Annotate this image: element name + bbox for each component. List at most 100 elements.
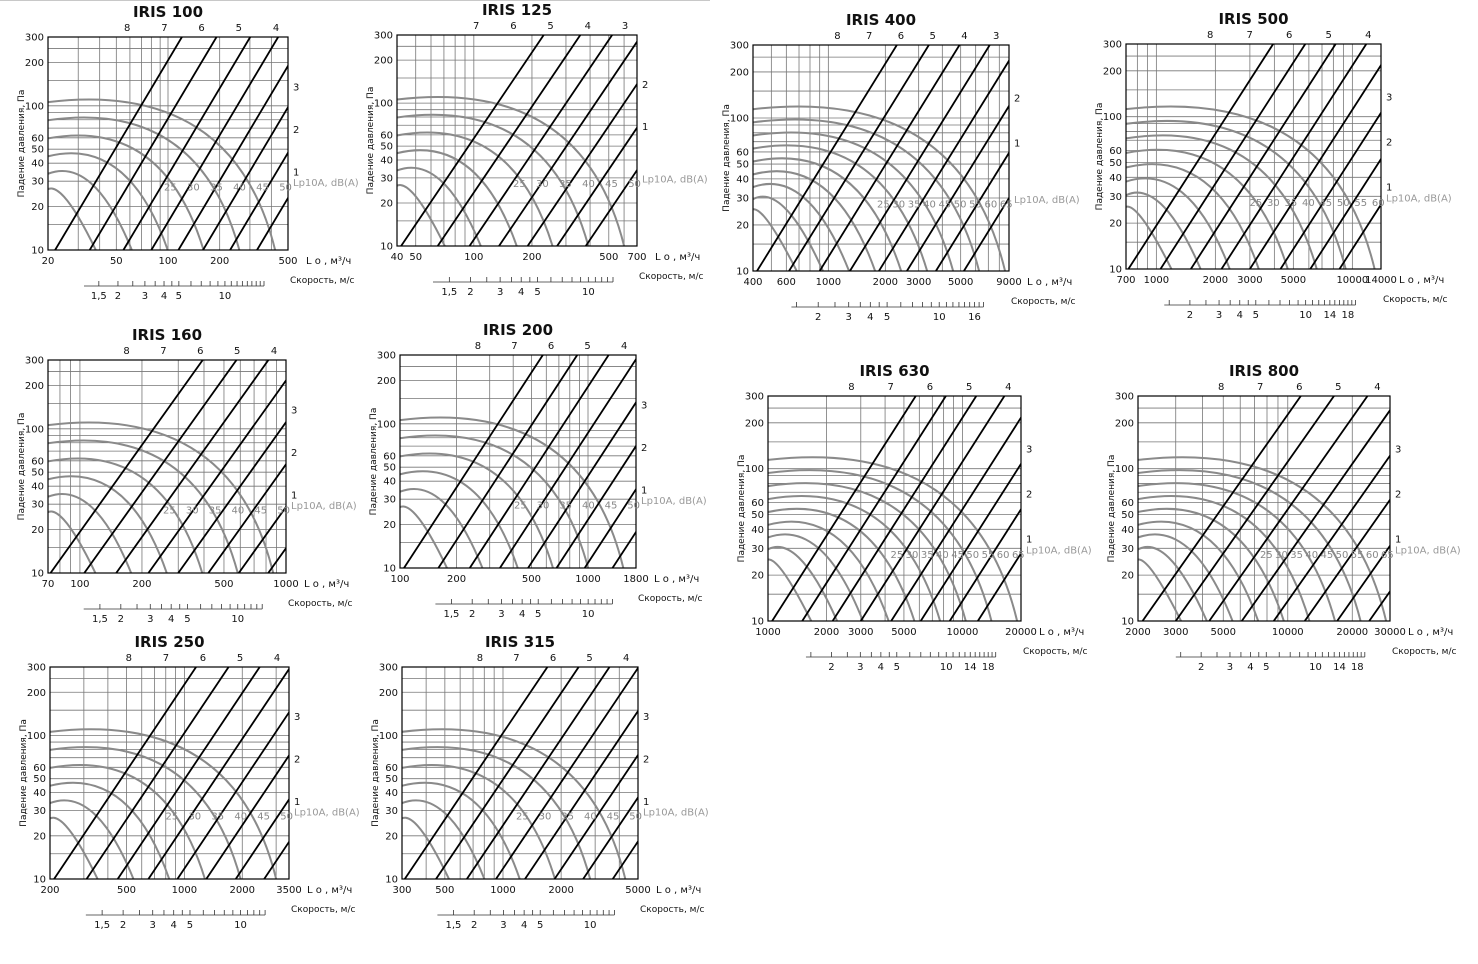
noise-label-50: 50 xyxy=(277,505,290,516)
x-axis-title: L o , м³/ч xyxy=(1027,277,1072,288)
side-label-1: 1 xyxy=(293,167,299,178)
position-line-6 xyxy=(122,37,251,250)
x-tick-label: 300 xyxy=(392,885,411,896)
noise-label-40: 40 xyxy=(582,179,595,190)
position-line-7 xyxy=(435,667,580,879)
noise-curve-30 xyxy=(397,166,482,246)
noise-label-40: 40 xyxy=(936,550,949,561)
noise-label-40: 40 xyxy=(234,812,247,823)
y-tick-label: 60 xyxy=(1121,498,1134,509)
top-label-6: 6 xyxy=(550,653,556,664)
noise-curve-45 xyxy=(402,746,592,879)
speed-tick-label: 5 xyxy=(1263,662,1269,673)
noise-curve-60 xyxy=(768,469,993,621)
noise-curve-45 xyxy=(48,116,241,250)
position-line-1 xyxy=(611,839,638,879)
noise-curves xyxy=(48,98,277,250)
position-line-3 xyxy=(555,444,636,568)
y-tick-label: 100 xyxy=(25,424,44,435)
y-tick-label: 10 xyxy=(383,564,396,575)
y-tick-label: 200 xyxy=(1115,418,1134,429)
y-tick-label: 200 xyxy=(27,688,46,699)
x-axis-title: L o , м³/ч xyxy=(304,579,349,590)
top-label-6: 6 xyxy=(197,346,203,357)
noise-curve-40 xyxy=(1138,520,1260,621)
noise-label-35: 35 xyxy=(561,812,574,823)
y-tick-label: 40 xyxy=(383,477,396,488)
noise-label-30: 30 xyxy=(906,550,919,561)
speed-tick-label: 4 xyxy=(161,291,167,302)
y-tick-label: 100 xyxy=(27,731,46,742)
position-line-4 xyxy=(177,64,288,250)
noise-label-65: 65 xyxy=(1012,550,1025,561)
side-label-2: 2 xyxy=(642,80,648,91)
y-tick-label: 40 xyxy=(380,155,393,166)
noise-label-60: 60 xyxy=(985,200,998,211)
position-line-7 xyxy=(88,37,218,250)
noise-label-25: 25 xyxy=(891,550,904,561)
position-line-6 xyxy=(116,667,261,879)
top-label-7: 7 xyxy=(1246,30,1252,41)
top-label-6: 6 xyxy=(1286,30,1292,41)
y-tick-label: 50 xyxy=(33,774,46,785)
y-tick-label: 30 xyxy=(31,500,44,511)
top-label-5: 5 xyxy=(1335,382,1341,393)
y-tick-label: 40 xyxy=(751,525,764,536)
x-tick-label: 1000 xyxy=(273,579,298,590)
plot-frame xyxy=(752,44,1010,272)
y-axis-title: Падение давления, Па xyxy=(1107,455,1117,563)
speed-tick-label: 1,5 xyxy=(446,920,462,931)
y-tick-label: 60 xyxy=(385,763,398,774)
x-tick-label: 3000 xyxy=(848,627,873,638)
speed-tick-label: 1,5 xyxy=(94,920,110,931)
noise-axis-label: Lp10A, dB(A) xyxy=(1386,194,1452,205)
position-line-1 xyxy=(1338,202,1381,269)
noise-curve-35 xyxy=(48,475,168,573)
noise-label-45: 45 xyxy=(938,200,951,211)
top-label-3: 3 xyxy=(993,31,999,42)
y-tick-label: 50 xyxy=(385,774,398,785)
y-tick-label: 30 xyxy=(31,177,44,188)
x-tick-label: 500 xyxy=(435,885,454,896)
y-tick-label: 60 xyxy=(751,498,764,509)
noise-curve-25 xyxy=(1138,558,1183,621)
x-tick-label: 100 xyxy=(390,574,409,585)
position-line-3 xyxy=(919,462,1021,621)
side-label-1: 1 xyxy=(641,485,647,496)
noise-label-45: 45 xyxy=(605,179,618,190)
y-tick-label: 30 xyxy=(33,806,46,817)
top-label-5: 5 xyxy=(930,31,936,42)
y-tick-label: 10 xyxy=(1109,265,1122,276)
y-tick-label: 30 xyxy=(383,495,396,506)
top-label-4: 4 xyxy=(623,653,629,664)
position-line-1 xyxy=(977,551,1021,621)
speed-tick-label: 3 xyxy=(1216,310,1222,321)
position-line-3 xyxy=(553,753,638,879)
y-tick-label: 300 xyxy=(379,663,398,674)
noise-label-35: 35 xyxy=(1290,550,1303,561)
position-line-5 xyxy=(495,667,638,879)
y-tick-label: 10 xyxy=(751,617,764,628)
y-tick-label: 10 xyxy=(31,246,44,257)
y-axis-title: Падение давления, Па xyxy=(366,87,376,195)
speed-tick-label: 4 xyxy=(171,920,177,931)
y-tick-label: 200 xyxy=(730,67,749,78)
side-label-1: 1 xyxy=(1014,139,1020,150)
y-axis-title: Падение давления, Па xyxy=(19,719,29,827)
y-tick-label: 20 xyxy=(751,571,764,582)
y-tick-label: 20 xyxy=(31,525,44,536)
x-axis-title: L o , м³/ч xyxy=(307,885,352,896)
speed-tick-label: 3 xyxy=(142,291,148,302)
y-axis-title: Падение давления, Па xyxy=(17,90,27,198)
noise-label-35: 35 xyxy=(559,179,572,190)
y-tick-label: 300 xyxy=(27,663,46,674)
noise-curve-25 xyxy=(768,558,813,621)
x-tick-label: 20000 xyxy=(1336,627,1368,638)
x-tick-label: 500 xyxy=(599,252,618,263)
side-label-1: 1 xyxy=(1386,182,1392,193)
position-lines xyxy=(403,355,636,568)
plot-frame xyxy=(399,354,637,569)
speed-tick-label: 10 xyxy=(940,662,953,673)
